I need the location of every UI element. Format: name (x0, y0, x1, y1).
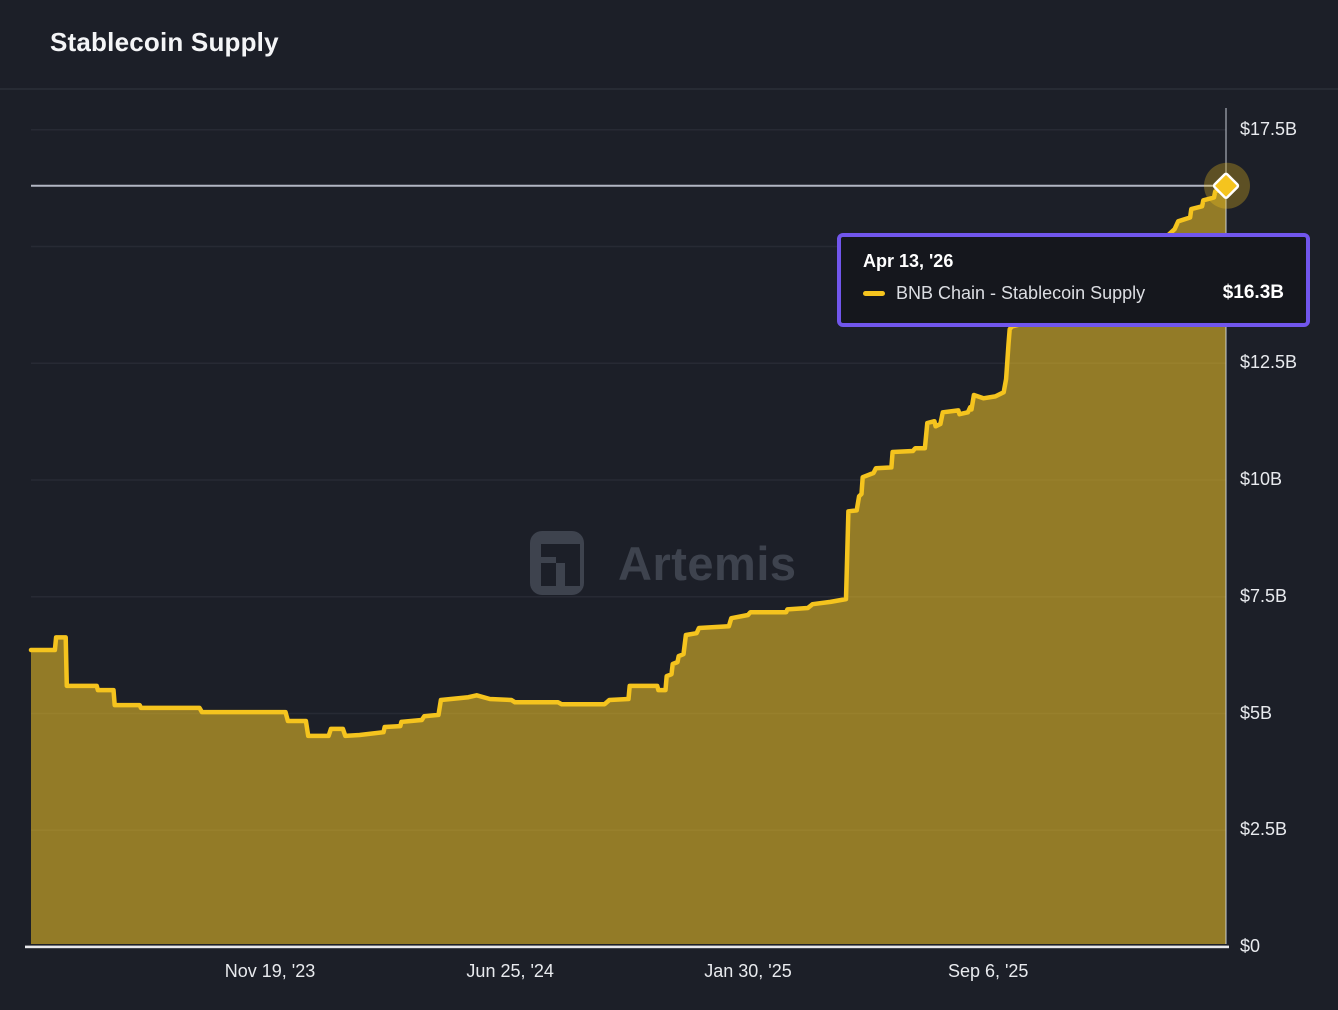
area-fill (31, 185, 1226, 945)
x-axis-label: Jun 25, '24 (466, 961, 554, 981)
tooltip-series-row: BNB Chain - Stablecoin Supply $16.3B (863, 282, 1284, 304)
highlight-marker-diamond[interactable] (1212, 172, 1240, 199)
tooltip-value: $16.3B (1222, 282, 1284, 303)
x-axis-label: Sep 6, '25 (947, 961, 1029, 981)
x-axis-label: Nov 19, '23 (224, 961, 316, 981)
tooltip-series-label: BNB Chain - Stablecoin Supply (896, 282, 1146, 303)
y-axis-label: $7.5B (1240, 585, 1288, 606)
artemis-watermark: Artemis (530, 531, 797, 595)
chart-tooltip: Apr 13, '26 BNB Chain - Stablecoin Suppl… (837, 233, 1310, 327)
watermark-text: Artemis (618, 536, 797, 590)
y-axis-label: $10B (1240, 469, 1283, 489)
artemis-logo-icon (530, 531, 584, 595)
page-title: Stablecoin Supply (50, 27, 279, 57)
series-swatch-icon (863, 290, 885, 296)
x-axis-line (25, 945, 1229, 949)
series-line (28, 183, 1229, 739)
x-axis-label: Jan 30, '25 (704, 961, 792, 981)
y-axis-label: $0 (1240, 936, 1261, 956)
y-axis-label: $12.5B (1240, 352, 1298, 373)
y-axis-label: $5B (1240, 702, 1273, 723)
y-axis-label: $17.5B (1240, 118, 1298, 139)
tooltip-date: Apr 13, '26 (863, 251, 954, 271)
header-divider (0, 88, 1338, 90)
y-axis-label: $2.5B (1240, 819, 1288, 840)
